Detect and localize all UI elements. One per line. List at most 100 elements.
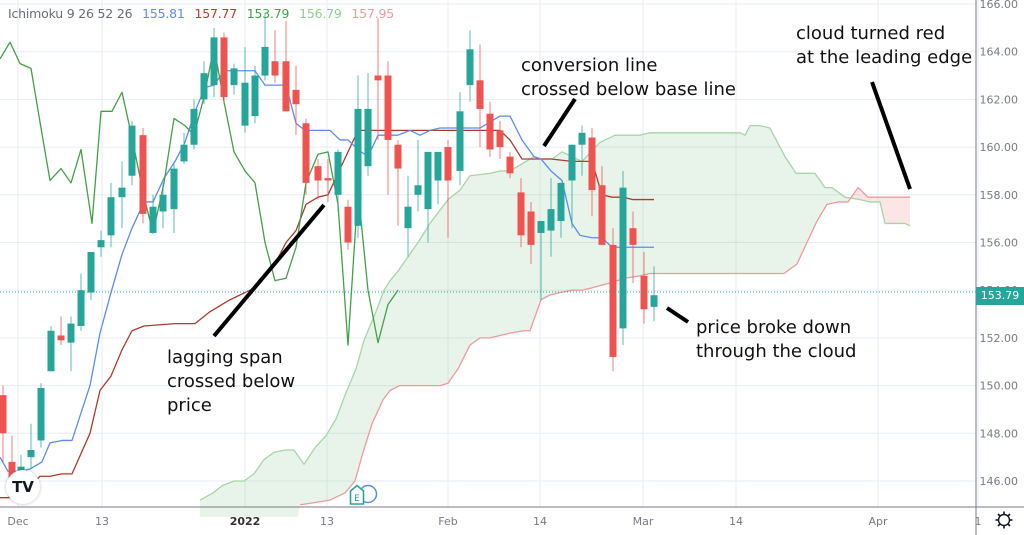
lagging-value: 153.79	[246, 6, 290, 21]
annotation-conversion: conversion line crossed below base line	[521, 55, 736, 100]
candle	[588, 137, 596, 191]
time-tick: 1	[975, 515, 982, 528]
candle	[344, 206, 352, 243]
candle	[292, 89, 300, 105]
candle	[486, 113, 494, 150]
candle	[139, 135, 147, 214]
annotation-lagging: lagging span crossed below price	[167, 347, 296, 416]
candle	[598, 185, 606, 245]
candle	[619, 187, 627, 329]
candle	[629, 228, 637, 245]
candle	[578, 132, 586, 145]
candle	[444, 147, 452, 181]
candle	[230, 68, 238, 86]
candle	[271, 61, 279, 76]
candle	[404, 206, 412, 229]
candle	[27, 449, 35, 458]
candle	[241, 82, 249, 126]
tradingview-logo[interactable]: TV	[6, 470, 40, 504]
candle	[414, 185, 422, 195]
time-tick: Mar	[633, 515, 654, 528]
time-tick: Feb	[438, 515, 457, 528]
price-tick: 152.00	[980, 332, 1019, 345]
arrow-conversion	[542, 97, 577, 148]
candle	[506, 156, 514, 174]
candle	[128, 125, 136, 176]
candle	[170, 168, 178, 210]
candle	[210, 37, 218, 86]
candle	[47, 330, 55, 372]
candle	[118, 187, 126, 198]
lagging-span-line	[0, 41, 399, 346]
candle	[434, 151, 442, 181]
candle	[87, 252, 95, 293]
conversion-line	[0, 70, 654, 473]
conversion-value: 155.81	[142, 6, 185, 21]
candle	[77, 290, 85, 326]
candle	[302, 123, 310, 183]
candle	[324, 178, 332, 181]
candle	[190, 108, 198, 145]
candle	[547, 209, 555, 231]
time-tick: 2022	[230, 515, 261, 528]
candle	[251, 75, 259, 117]
candle	[456, 111, 464, 171]
candle	[334, 151, 342, 195]
candle	[364, 108, 372, 167]
candle	[57, 335, 65, 341]
price-tick: 164.00	[980, 46, 1019, 59]
candle	[282, 61, 290, 112]
time-tick: 14	[533, 515, 547, 528]
candle	[67, 323, 75, 343]
indicator-lines	[0, 41, 911, 506]
arrow-breakdown	[665, 306, 690, 324]
candle	[496, 130, 504, 148]
candle	[476, 80, 484, 109]
candle	[424, 151, 432, 210]
candle	[374, 75, 382, 81]
leading-b-value: 157.95	[351, 6, 394, 21]
candle	[568, 144, 576, 181]
price-tick: 150.00	[980, 380, 1019, 393]
candle	[37, 387, 45, 441]
candle	[180, 144, 188, 162]
annotation-arrows	[212, 81, 912, 338]
leading-span-a-line	[199, 124, 911, 501]
candle	[97, 240, 105, 248]
candle	[200, 73, 208, 100]
candle	[384, 75, 392, 140]
indicator-name: Ichimoku 9 26 52 26	[8, 6, 133, 21]
current-price-tag: 153.79	[976, 287, 1024, 305]
candle	[354, 108, 362, 226]
settings-gear-icon[interactable]	[994, 510, 1014, 530]
grid	[0, 0, 979, 507]
candle	[557, 182, 565, 222]
arrow-lagging	[212, 203, 326, 338]
annotation-breakdown: price broke down through the cloud	[696, 317, 857, 362]
price-tick: 156.00	[980, 237, 1019, 250]
time-tick: 13	[320, 515, 334, 528]
indicator-legend[interactable]: Ichimoku 9 26 52 26 155.81 157.77 153.79…	[8, 6, 400, 21]
candle	[640, 275, 648, 310]
candle	[220, 37, 228, 98]
arrow-cloud-red	[870, 81, 912, 190]
earnings-icon[interactable]: E	[349, 484, 379, 506]
candle	[314, 166, 322, 181]
time-tick: 14	[729, 515, 743, 528]
price-axis: 166.00164.00162.00160.00158.00156.00154.…	[980, 0, 1019, 488]
candle	[609, 244, 617, 357]
candle	[466, 49, 474, 86]
price-tick: 160.00	[980, 141, 1019, 154]
candle	[394, 144, 402, 169]
candle	[527, 211, 535, 245]
price-tick: 146.00	[980, 475, 1019, 488]
price-tick: 148.00	[980, 427, 1019, 440]
earnings-label: E	[354, 494, 360, 504]
time-tick: Dec	[7, 515, 28, 528]
candle	[0, 395, 7, 434]
logo-text: TV	[12, 478, 34, 496]
candle	[149, 206, 157, 233]
price-tick: 162.00	[980, 93, 1019, 106]
candle	[517, 192, 525, 236]
